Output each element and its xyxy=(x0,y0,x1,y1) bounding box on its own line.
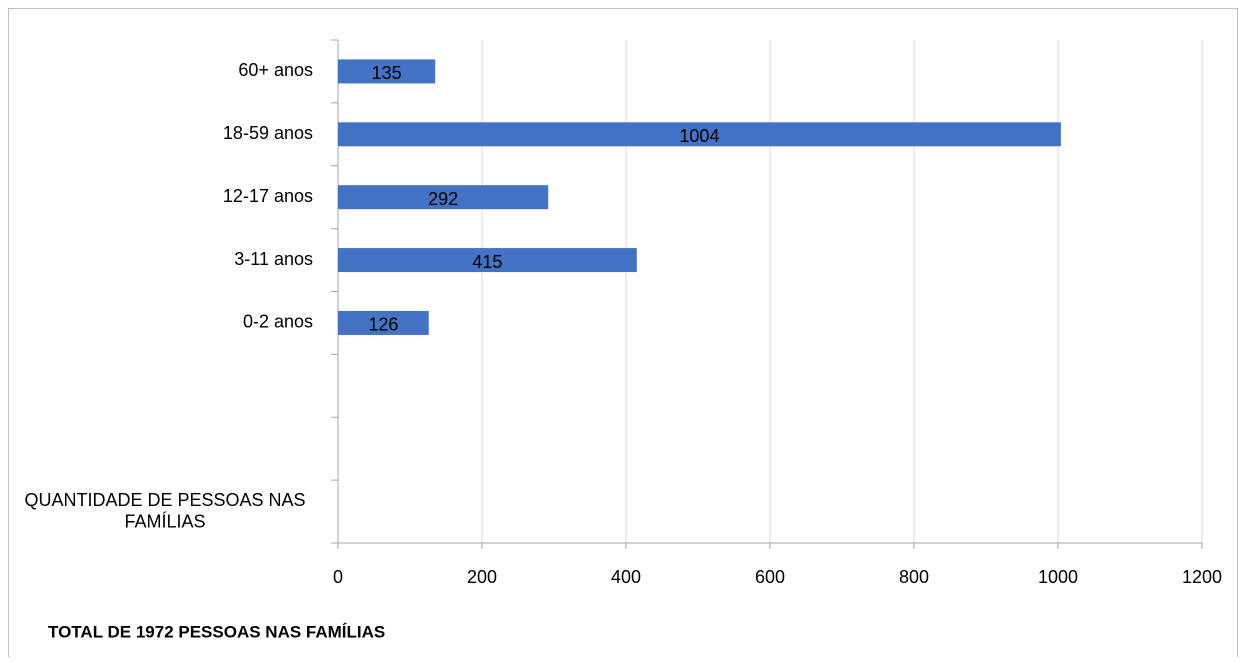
x-tick-label: 0 xyxy=(333,567,343,587)
data-label: 1004 xyxy=(679,126,719,146)
y-tick-label: 60+ anos xyxy=(238,60,313,80)
bar xyxy=(338,185,549,210)
x-tick-label: 1200 xyxy=(1182,567,1222,587)
data-label: 126 xyxy=(368,315,398,335)
y-tick-label: 0-2 anos xyxy=(243,312,313,332)
data-label: 135 xyxy=(372,63,402,83)
x-tick-label: 1000 xyxy=(1038,567,1078,587)
y-tick-label: 18-59 anos xyxy=(223,123,313,143)
annotation: TOTAL DE 1972 PESSOAS NAS FAMÍLIAS xyxy=(48,622,385,641)
x-tick-label: 400 xyxy=(611,567,641,587)
x-tick-label: 800 xyxy=(899,567,929,587)
chart-border xyxy=(8,8,1238,662)
bar xyxy=(338,122,1061,147)
bar xyxy=(338,59,436,84)
x-tick-label: 200 xyxy=(467,567,497,587)
bar xyxy=(338,248,637,273)
bar xyxy=(338,310,429,335)
y-tick-label: 12-17 anos xyxy=(223,186,313,206)
y-tick-label: 3-11 anos xyxy=(234,249,313,269)
data-label: 415 xyxy=(472,252,502,272)
data-label: 292 xyxy=(428,189,458,209)
y-tick-label: QUANTIDADE DE PESSOAS NAS FAMÍLIAS xyxy=(24,490,305,532)
x-tick-label: 600 xyxy=(755,567,785,587)
